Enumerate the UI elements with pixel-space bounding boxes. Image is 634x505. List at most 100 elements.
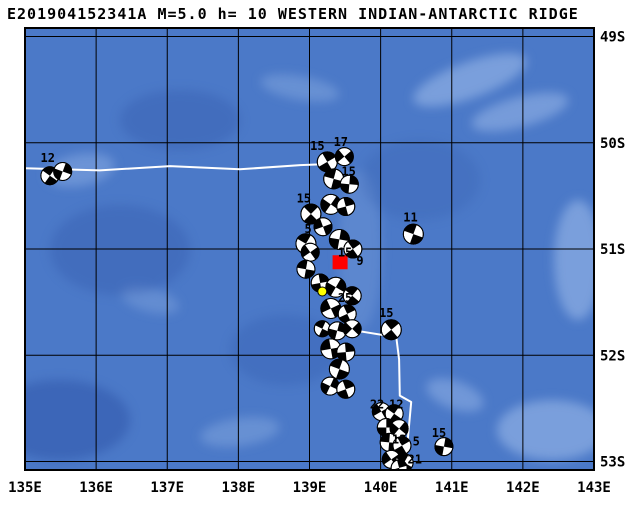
beachball-quadrants [434, 437, 453, 456]
beachball-quadrants [394, 436, 410, 455]
beachball-outline [434, 437, 454, 457]
bathymetry-patch [120, 286, 180, 314]
beachball-quadrants [318, 151, 336, 172]
bathymetry-patch [0, 380, 130, 460]
margin-mask [0, 0, 634, 28]
margin-mask [0, 470, 634, 505]
focal-mechanism-beachball [343, 239, 363, 259]
beachball-quadrants [314, 218, 332, 236]
beachball-value-label: 15 [432, 426, 446, 440]
beachball-quadrants [328, 322, 347, 340]
beachball-value-label: 12 [41, 151, 55, 165]
focal-mechanism-beachball [300, 242, 320, 262]
focal-mechanism-beachball [320, 193, 342, 215]
beachball-outline [328, 358, 350, 380]
beachball-outline [325, 276, 347, 298]
beachball-quadrants [377, 418, 396, 437]
beachball-value-label: 15 [297, 191, 311, 205]
beachball-value-label: 9 [356, 254, 363, 268]
beachball-quadrants [345, 286, 360, 305]
beachball-quadrants [386, 404, 402, 423]
focal-mechanism-beachball [402, 223, 424, 245]
beachball-quadrants [303, 203, 318, 224]
beachball-quadrants [301, 244, 320, 260]
bathymetry-patch [413, 53, 527, 107]
beachball-quadrants [337, 380, 355, 399]
beachball-quadrants [321, 377, 340, 395]
bathymetry-patch [260, 74, 340, 102]
beachball-quadrants [53, 162, 72, 180]
focal-mechanism-beachball [320, 376, 340, 396]
focal-mechanism-beachball [336, 197, 356, 216]
bathymetry-patch [497, 400, 607, 460]
beachball-quadrants [335, 149, 354, 164]
focal-mechanism-beachball [336, 342, 356, 362]
beachball-value-label: 25 [338, 291, 352, 305]
beachball-quadrants [339, 304, 356, 323]
focal-mechanism-beachball [320, 338, 342, 360]
focal-mechanism-beachball [342, 319, 362, 339]
lon-axis-label: 135E [8, 480, 42, 496]
bathymetry-patch [471, 92, 569, 132]
margin-mask [594, 0, 634, 505]
focal-mechanism-beachball [339, 174, 359, 194]
beachball-value-label: 21 [408, 453, 422, 467]
beachball-quadrants [340, 175, 359, 194]
lon-axis-label: 143E [577, 480, 611, 496]
bathymetry-texture [0, 53, 607, 460]
lat-axis-label: 52S [600, 348, 625, 364]
focal-mechanism-beachball [337, 304, 357, 324]
beachball-outline [336, 379, 356, 399]
beachball-quadrants [345, 240, 361, 258]
beachball-quadrants [42, 166, 58, 185]
beachball-value-label: 15 [338, 245, 352, 259]
lon-axis-label: 137E [150, 480, 184, 496]
focal-mechanism-beachball [296, 259, 316, 279]
beachball-quadrants [396, 453, 412, 472]
lat-axis-label: 53S [600, 455, 625, 471]
beachball-quadrants [311, 274, 330, 292]
current-event-marker [332, 255, 348, 270]
lon-axis-label: 136E [79, 480, 113, 496]
beachball-outline [342, 319, 362, 339]
lon-axis-label: 138E [222, 480, 256, 496]
focal-mechanism-beachball [325, 276, 347, 298]
beachball-quadrants [343, 322, 362, 336]
beachball-quadrants [390, 421, 409, 436]
focal-mechanism-beachball [336, 379, 356, 399]
beachball-outline [313, 217, 333, 237]
focal-mechanism-beachball [323, 168, 345, 190]
lat-axis-label: 50S [600, 136, 625, 152]
beachball-value-label: 15 [379, 306, 393, 320]
margin-mask [0, 0, 25, 505]
beachball-quadrants [383, 319, 399, 340]
lon-axis-label: 141E [435, 480, 469, 496]
beachball-value-label: 15 [341, 165, 355, 179]
lat-axis-label: 49S [600, 30, 625, 46]
plate-boundary-line [24, 163, 331, 172]
beachball-value-label: 11 [403, 210, 417, 224]
beachball-value-label: 12 [389, 397, 403, 411]
focal-mechanism-beachball [328, 228, 350, 250]
focal-mechanism-beachball [328, 358, 350, 380]
bathymetry-patch [230, 315, 340, 385]
beachball-value-label: 5 [304, 222, 311, 236]
beachball-quadrants [325, 278, 346, 296]
lon-axis-label: 139E [293, 480, 327, 496]
lon-axis-label: 142E [506, 480, 540, 496]
focal-mechanism-beachball [313, 217, 333, 237]
beachball-quadrants [337, 197, 355, 216]
bathymetry-patch [200, 417, 280, 447]
beachball-outline [343, 239, 363, 259]
beachball-outline [402, 223, 424, 245]
focal-mechanism-beachball [334, 147, 354, 167]
beachball-outline [334, 147, 354, 167]
beachball-quadrants [297, 260, 315, 279]
bathymetry-patch [120, 90, 240, 150]
beachball-value-label: 13 [392, 432, 406, 446]
beachball-value-label: 15 [310, 139, 324, 153]
lat-axis-label: 51S [600, 242, 625, 258]
event-title: E201904152341A M=5.0 h= 10 WESTERN INDIA… [7, 5, 579, 23]
